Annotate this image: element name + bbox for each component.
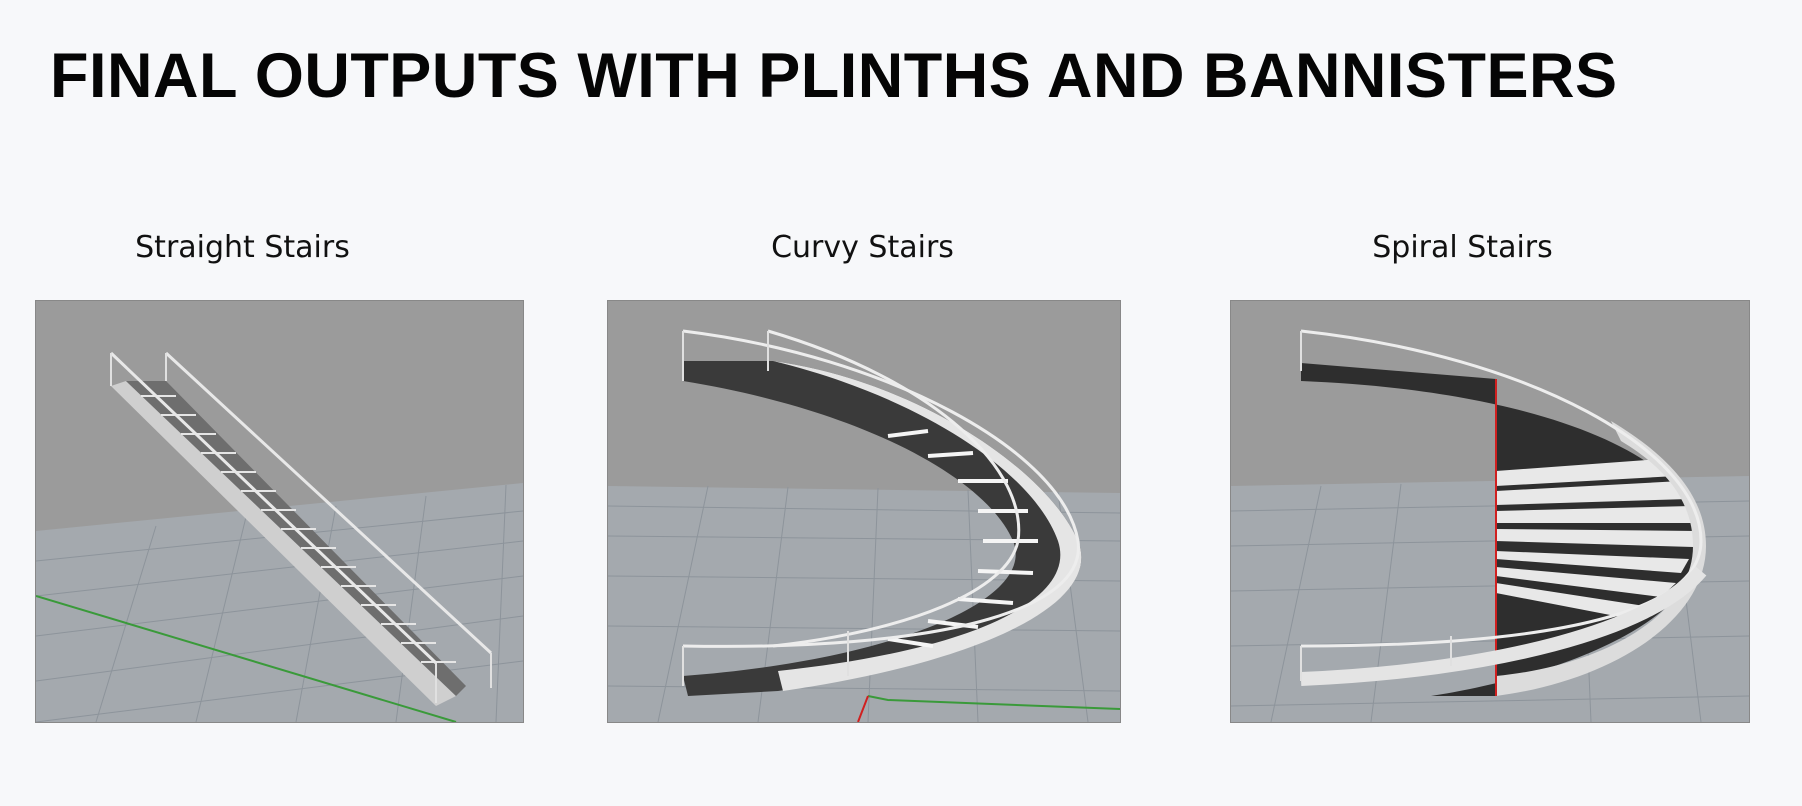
bannister-outer — [682, 329, 1080, 648]
axis-green — [36, 595, 457, 722]
straight-stairs-render — [36, 301, 523, 722]
spiral-stairs-render — [1231, 301, 1749, 722]
grid-floor — [608, 486, 1120, 722]
axis-green — [867, 695, 1120, 710]
caption-spiral-stairs: Spiral Stairs — [1372, 230, 1553, 265]
bannister-posts — [1300, 331, 1452, 681]
caption-curvy-stairs: Curvy Stairs — [771, 230, 954, 265]
stair-stringer — [1496, 421, 1706, 696]
plinth — [1300, 566, 1707, 686]
caption-straight-stairs: Straight Stairs — [135, 230, 350, 265]
curvy-stairs-render — [608, 301, 1120, 722]
stair-treads — [126, 381, 466, 696]
bannister-inner — [767, 329, 1021, 648]
bannister-left — [109, 351, 438, 665]
stair-steps — [1496, 459, 1696, 619]
stair-steps — [141, 395, 456, 663]
bannister — [1300, 329, 1703, 648]
bannister-posts — [682, 331, 849, 686]
bannister-right — [164, 351, 493, 655]
stair-stringer — [111, 381, 456, 706]
slide-title: FINAL OUTPUTS WITH PLINTHS AND BANNISTER… — [50, 41, 1618, 111]
viewport-spiral-stairs — [1230, 300, 1750, 723]
viewport-straight-stairs — [35, 300, 524, 723]
axis-red — [857, 695, 869, 722]
bannister-posts — [110, 353, 492, 703]
stair-steps — [887, 429, 1038, 648]
viewport-curvy-stairs — [607, 300, 1121, 723]
